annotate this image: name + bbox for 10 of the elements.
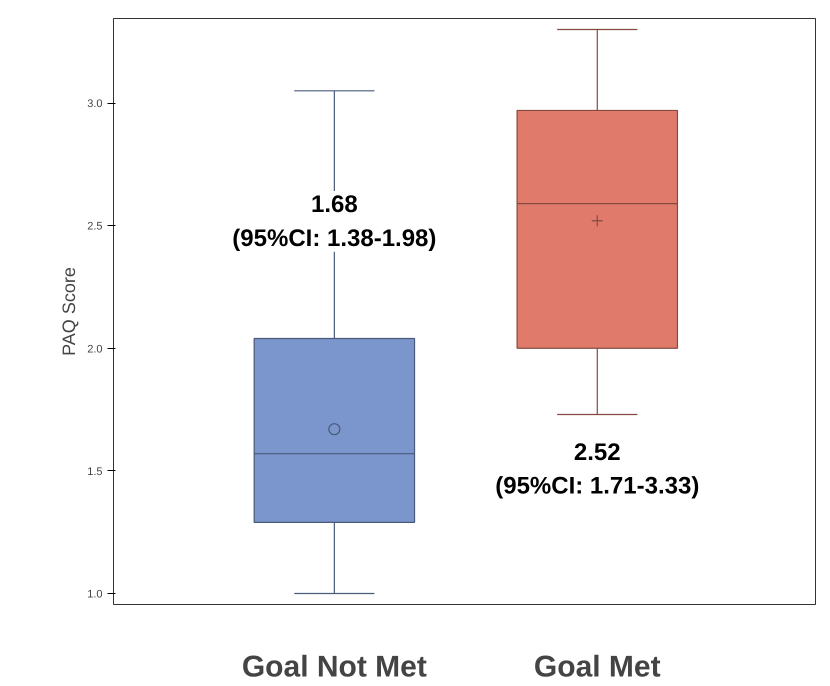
annotation: 2.52 (95%CI: 1.71-3.33)	[495, 439, 700, 500]
y-tick-label: 3.0	[87, 98, 103, 110]
y-axis-title: PAQ Score	[59, 267, 80, 356]
y-tick-label: 2.0	[87, 343, 103, 356]
y-tick-label: 2.5	[87, 220, 103, 233]
y-tick-label: 1.0	[87, 588, 103, 600]
x-tick-label: Goal Not Met	[242, 650, 427, 684]
x-tick-label: Goal Met	[534, 650, 661, 684]
annotation: 1.68 (95%CI: 1.38-1.98)	[232, 191, 436, 252]
y-tick-label: 1.5	[87, 466, 103, 478]
